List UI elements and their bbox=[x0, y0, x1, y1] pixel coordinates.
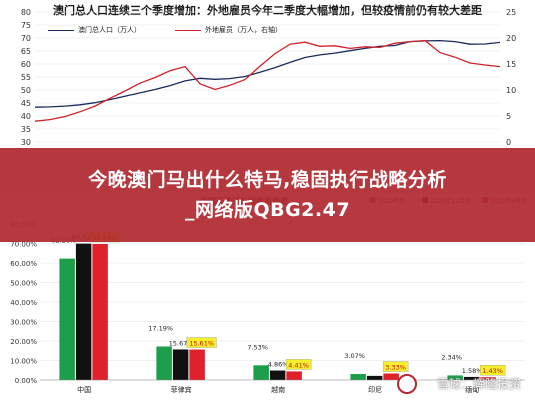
right-tick-label: 10 bbox=[506, 86, 516, 95]
right-tick-label: 0 bbox=[506, 138, 511, 147]
snowball-logo-icon bbox=[397, 374, 417, 394]
data-label: 3.33% bbox=[385, 364, 406, 372]
y-tick-label: 10.00% bbox=[10, 358, 37, 366]
bar bbox=[59, 258, 75, 380]
left-tick-label: 60 bbox=[21, 60, 31, 69]
bar bbox=[92, 244, 108, 380]
left-tick-label: 50 bbox=[21, 86, 31, 95]
data-label: 4.41% bbox=[288, 361, 309, 369]
y-tick-label: 70.00% bbox=[10, 241, 37, 249]
legend-line-workers bbox=[175, 29, 201, 31]
category-label: 菲律宾 bbox=[171, 385, 192, 394]
y-tick-label: 0.00% bbox=[15, 377, 38, 385]
line-chart-title: 澳门总人口连续三个季度增加：外地雇员今年二季度大幅增加，但较疫情前仍有较大差距 bbox=[53, 4, 482, 17]
category-label: 越南 bbox=[271, 385, 285, 394]
right-tick-label: 25 bbox=[506, 8, 516, 17]
legend-label-population: 澳门总人口（万人） bbox=[78, 26, 141, 34]
category-label: 中国 bbox=[77, 385, 91, 394]
y-tick-label: 60.00% bbox=[10, 260, 37, 268]
data-label: 2.34% bbox=[441, 353, 462, 361]
legend-workers: 外地雇员（万人，右轴） bbox=[175, 25, 282, 35]
bar bbox=[172, 349, 189, 380]
bar bbox=[253, 365, 269, 380]
category-label: 印尼 bbox=[368, 386, 382, 394]
bar bbox=[189, 349, 205, 380]
bar bbox=[350, 374, 366, 380]
line-chart-svg: 30 35 40 45 50 55 60 65 70 75 80 0 5 10 15 20 25 bbox=[21, 8, 516, 147]
category-label: 缅甸 bbox=[465, 385, 479, 394]
left-tick-label: 80 bbox=[21, 8, 31, 17]
legend-population: 澳门总人口（万人） bbox=[48, 25, 141, 35]
left-tick-label: 40 bbox=[21, 112, 31, 121]
bar bbox=[447, 375, 463, 380]
headline-banner[interactable]: 今晚澳门马出什么特马,稳固执行战略分析 _网络版QBG2.47 bbox=[0, 148, 535, 242]
left-tick-label: 70 bbox=[21, 34, 31, 43]
data-label: 15.67% bbox=[169, 339, 194, 347]
left-tick-label: 75 bbox=[21, 21, 31, 30]
bar bbox=[383, 373, 399, 380]
data-label: 1.58% bbox=[462, 367, 483, 375]
left-tick-label: 65 bbox=[21, 47, 31, 56]
bar bbox=[75, 243, 92, 380]
right-tick-label: 20 bbox=[506, 34, 516, 43]
data-label-box bbox=[285, 359, 312, 370]
data-label-box bbox=[479, 365, 506, 376]
workers-line bbox=[34, 39, 501, 122]
headline-line-1: 今晚澳门马出什么特马,稳固执行战略分析 bbox=[88, 169, 447, 191]
bar bbox=[269, 370, 286, 380]
data-label: 1.43% bbox=[482, 367, 503, 375]
y-tick-label: 40.00% bbox=[10, 299, 37, 307]
y-tick-label: 50.00% bbox=[10, 280, 37, 288]
y-tick-label: 20.00% bbox=[10, 338, 37, 346]
right-tick-label: 5 bbox=[506, 112, 511, 121]
population-line bbox=[34, 39, 501, 108]
bar bbox=[463, 376, 480, 380]
legend-line-population bbox=[48, 29, 74, 31]
data-label: 4.86% bbox=[268, 361, 289, 369]
line-chart-panel: 澳门总人口连续三个季度增加：外地雇员今年二季度大幅增加，但较疫情前仍有较大差距 … bbox=[0, 0, 535, 148]
left-tick-label: 35 bbox=[21, 125, 31, 134]
y-tick-label: 30.00% bbox=[10, 319, 37, 327]
data-label: 17.19% bbox=[148, 324, 173, 332]
bar bbox=[480, 377, 496, 380]
watermark-text: 雪球：辉隆投资 bbox=[436, 377, 521, 391]
bar bbox=[286, 371, 302, 380]
legend-label-workers: 外地雇员（万人，右轴） bbox=[205, 26, 282, 34]
bar bbox=[156, 346, 172, 380]
bar bbox=[366, 375, 383, 380]
right-tick-label: 15 bbox=[506, 60, 516, 69]
data-label-box bbox=[382, 361, 409, 372]
headline-line-2: _网络版QBG2.47 bbox=[184, 199, 351, 221]
data-label-box bbox=[186, 337, 217, 348]
left-tick-label: 30 bbox=[21, 138, 31, 147]
data-label: 7.53% bbox=[247, 343, 268, 351]
data-label: 15.61% bbox=[189, 340, 214, 348]
data-label: 3.07% bbox=[344, 352, 365, 360]
left-tick-label: 45 bbox=[21, 99, 31, 108]
left-tick-label: 55 bbox=[21, 73, 31, 82]
